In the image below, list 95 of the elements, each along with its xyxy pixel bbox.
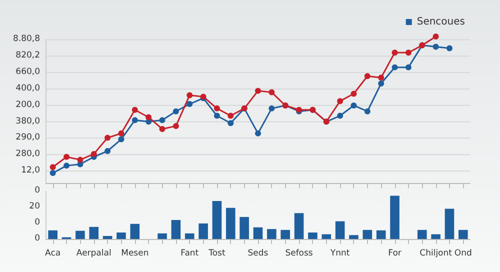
point [186, 101, 193, 108]
x-tick-label: Ond [454, 248, 472, 258]
point [337, 112, 344, 119]
point [405, 64, 412, 70]
point [432, 44, 439, 50]
point [118, 136, 124, 142]
bar [417, 230, 427, 239]
point [432, 34, 439, 40]
bar [226, 208, 236, 239]
x-tick-label: Mesen [121, 248, 149, 258]
bar [322, 234, 332, 239]
point [255, 130, 261, 136]
point [118, 130, 124, 136]
bar [198, 223, 208, 239]
x-tick-label: Chiljont [420, 248, 453, 258]
text: 20 [29, 202, 40, 212]
text: 200,0 [16, 100, 40, 110]
point [392, 50, 398, 56]
text: 380,0 [16, 116, 40, 126]
point [378, 74, 384, 81]
text: 12,0 [21, 166, 40, 176]
point [90, 150, 97, 157]
x-tick-label: Aerpalal [76, 248, 112, 258]
text: 0 [34, 186, 40, 196]
bar [362, 230, 372, 239]
point [378, 80, 384, 86]
point [255, 88, 261, 94]
bar [335, 221, 345, 239]
point [446, 45, 452, 52]
bar [294, 213, 304, 239]
bar [349, 235, 358, 239]
bar [431, 234, 440, 239]
point [132, 117, 138, 124]
text: 0 [34, 218, 40, 228]
point [350, 90, 357, 97]
point [214, 112, 220, 119]
bar [444, 208, 454, 239]
point [186, 92, 193, 98]
point [104, 148, 111, 154]
bar [184, 233, 194, 239]
point [50, 170, 56, 176]
point [214, 105, 220, 112]
point [146, 114, 152, 120]
point [364, 108, 370, 114]
bar [267, 229, 276, 239]
point [268, 89, 275, 96]
x-tick-label: Aca [45, 248, 61, 258]
bar [89, 226, 99, 239]
text: 820,2 [16, 50, 40, 61]
bar [48, 230, 58, 239]
bar [130, 224, 140, 239]
point [104, 134, 111, 141]
x-tick-label: For [388, 248, 402, 258]
bar [308, 232, 318, 239]
x-tick-label: Tost [208, 248, 226, 258]
bar [116, 232, 126, 239]
text: 280,0 [16, 149, 40, 160]
point [172, 108, 179, 114]
point [350, 102, 357, 108]
bar [158, 233, 167, 239]
point [77, 156, 84, 163]
x-tick-label: Sefoss [285, 248, 314, 258]
point [132, 106, 138, 113]
point [159, 126, 166, 132]
bar [240, 216, 249, 239]
text: 400,0 [16, 83, 40, 94]
point [172, 123, 179, 130]
bar [458, 230, 468, 239]
x-tick-label: Fant [180, 248, 200, 258]
text: 8.80,8 [12, 34, 40, 44]
text: 290,0 [16, 132, 40, 143]
point [64, 162, 70, 169]
bar [280, 230, 290, 239]
point [159, 117, 166, 124]
point [268, 105, 275, 112]
point [228, 112, 234, 119]
point [364, 73, 370, 80]
x-tick-label: Seds [248, 248, 269, 258]
legend-label: Sencoues [416, 16, 465, 28]
bar [171, 220, 181, 239]
text: 0 [34, 234, 40, 244]
point [392, 64, 398, 70]
point [228, 120, 234, 126]
bar [390, 196, 400, 239]
bar [253, 227, 263, 239]
bar [102, 236, 112, 239]
bar [212, 200, 222, 239]
point [337, 98, 344, 104]
point [50, 164, 56, 170]
text: 660,0 [16, 67, 40, 78]
x-tick-label: Ynnt [329, 248, 350, 258]
bar [376, 230, 386, 239]
bar [76, 230, 85, 239]
point [405, 50, 412, 56]
point [64, 154, 70, 160]
